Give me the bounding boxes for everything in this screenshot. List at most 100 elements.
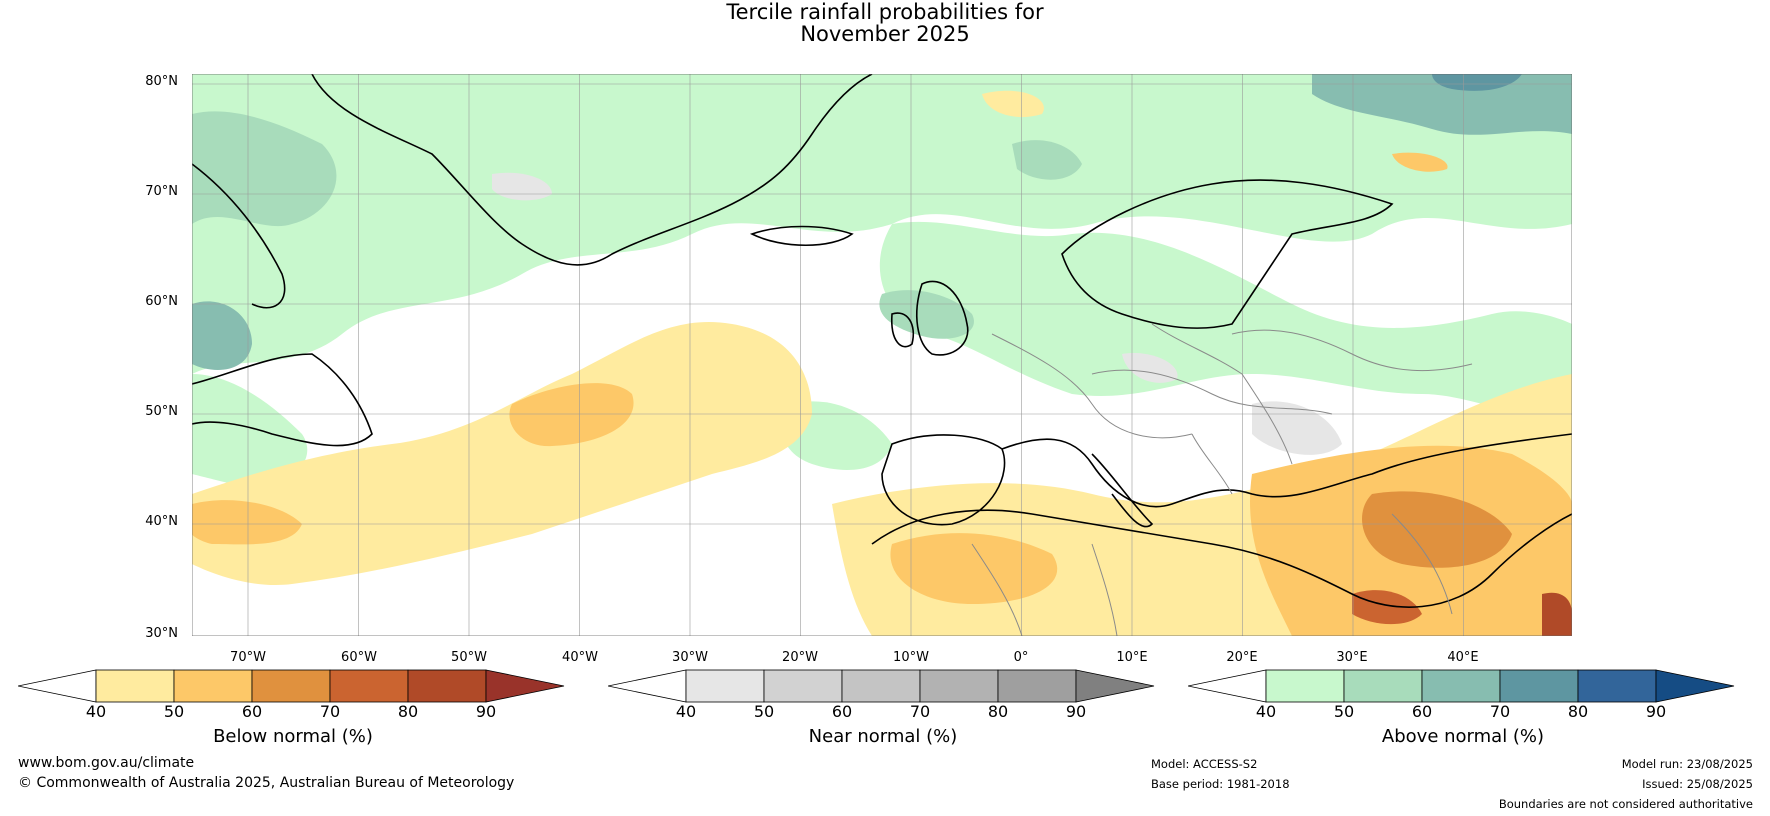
colorbar-segment [841,669,921,703]
region-above-arctic [192,74,1572,374]
coastline-labrador [192,353,373,447]
region-above-greenland [192,111,337,227]
region-above-north-sea [879,290,974,339]
footer-base-period: Base period: 1981-2018 [1151,777,1290,791]
region-near-2 [1252,401,1342,455]
region-below-atlantic [192,322,812,585]
colorbar-segment [1499,669,1579,703]
colorbar-tick-label: 50 [753,702,775,721]
colorbar-above-label: Above normal (%) [1381,726,1545,747]
lon-label-40e: 40°E [1447,650,1479,665]
coastline-africa [871,509,1572,608]
colorbar-tick-label: 50 [163,702,185,721]
colorbar-tick-label: 70 [319,702,341,721]
coastline-italy [1091,453,1154,528]
colorbar-tick-label: 80 [397,702,419,721]
colorbar-segment [919,669,999,703]
colorbar-tick-label: 80 [987,702,1009,721]
coastline-ireland [891,312,914,348]
region-above-norwegian-sea [1012,140,1082,180]
lon-label-10e: 10°E [1116,650,1148,665]
region-below-norwegian [1392,152,1448,172]
lat-label-30n: 30°N [145,626,178,641]
coastline-britain [916,280,969,356]
colorbar-tick-label: 90 [475,702,497,721]
colorbar-segment [329,669,409,703]
region-below-mideast-core [1362,491,1512,568]
footer-copyright: © Commonwealth of Australia 2025, Austra… [18,775,515,791]
colorbar-segment [997,669,1077,703]
lon-label-20w: 20°W [782,650,818,665]
region-below-atlantic-core [509,383,634,447]
colorbar-tick-label: 40 [675,702,697,721]
country-boundaries [971,323,1473,636]
coastline-baffin [192,163,286,309]
lat-label-80n: 80°N [145,74,178,89]
footer-model: Model: ACCESS-S2 [1151,757,1258,771]
coastline-iberia [881,434,1006,526]
colorbar-tick-label: 60 [831,702,853,721]
lat-label-40n: 40°N [145,514,178,529]
colorbar-near-normal: 40 50 60 70 80 90 Near normal (%) [608,668,1158,778]
colorbar-segment [407,669,487,703]
above-normal-regions [192,74,1572,629]
region-near-1 [492,172,552,201]
coastline-greenland [311,74,873,266]
colorbar-tick-label: 70 [1489,702,1511,721]
below-normal-regions [192,90,1572,636]
colorbar-segment [173,669,253,703]
lon-label-30e: 30°E [1336,650,1368,665]
colorbar-extension-low [18,669,97,703]
colorbar-segment [685,669,765,703]
lon-label-60w: 60°W [341,650,377,665]
map-title-line2: November 2025 [800,22,970,46]
region-below-north [982,90,1044,118]
coastline-med-north [1001,433,1572,508]
map-gridlines [192,74,1572,636]
region-above-barents-high [1432,74,1522,91]
region-below-east [1542,592,1572,636]
lat-label-50n: 50°N [145,404,178,419]
colorbar-extension-low [1188,669,1267,703]
lon-label-50w: 50°W [451,650,487,665]
lon-label-20e: 20°E [1226,650,1258,665]
colorbar-tick-label: 60 [1411,702,1433,721]
colorbar-above-normal: 40 50 60 70 80 90 Above normal (%) [1188,668,1738,778]
colorbar-tick-label: 90 [1065,702,1087,721]
region-above-labrador [192,374,308,486]
colorbar-near-label: Near normal (%) [808,726,958,747]
coastline-iceland [749,225,854,246]
region-below-med-core [890,533,1058,604]
colorbar-segment [251,669,331,703]
colorbar-extension-high [1075,669,1155,703]
map-title-line1: Tercile rainfall probabilities for [726,0,1044,24]
lon-label-70w: 70°W [230,650,266,665]
footer-issued: Issued: 25/08/2025 [1642,777,1753,791]
region-below-levant [1352,590,1422,625]
colorbar-below-label: Below normal (%) [213,726,373,747]
colorbar-below-normal: 40 50 60 70 80 90 Below normal (%) [18,668,568,778]
colorbar-tick-label: 70 [909,702,931,721]
coastlines [192,74,1572,608]
rainfall-probability-map [192,74,1572,636]
region-above-baffin [192,301,252,370]
lon-label-0: 0° [1013,650,1029,665]
colorbar-tick-label: 60 [241,702,263,721]
colorbar-segment [1577,669,1657,703]
region-above-barents [1312,74,1572,135]
footer-model-run: Model run: 23/08/2025 [1621,757,1753,771]
footer-website: www.bom.gov.au/climate [18,755,195,771]
coastline-scandinavia [1061,179,1394,329]
colorbar-segment [763,669,843,703]
lon-label-10w: 10°W [893,650,929,665]
lat-label-60n: 60°N [145,294,178,309]
colorbar-tick-label: 50 [1333,702,1355,721]
colorbar-tick-label: 40 [1255,702,1277,721]
footer-disclaimer: Boundaries are not considered authoritat… [1498,797,1753,811]
colorbar-segment [95,669,175,703]
colorbar-tick-label: 90 [1645,702,1667,721]
colorbar-tick-label: 80 [1567,702,1589,721]
lon-label-40w: 40°W [562,650,598,665]
lon-label-30w: 30°W [672,650,708,665]
lat-label-70n: 70°N [145,184,178,199]
